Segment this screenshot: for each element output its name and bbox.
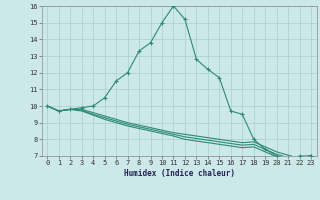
X-axis label: Humidex (Indice chaleur): Humidex (Indice chaleur) — [124, 169, 235, 178]
